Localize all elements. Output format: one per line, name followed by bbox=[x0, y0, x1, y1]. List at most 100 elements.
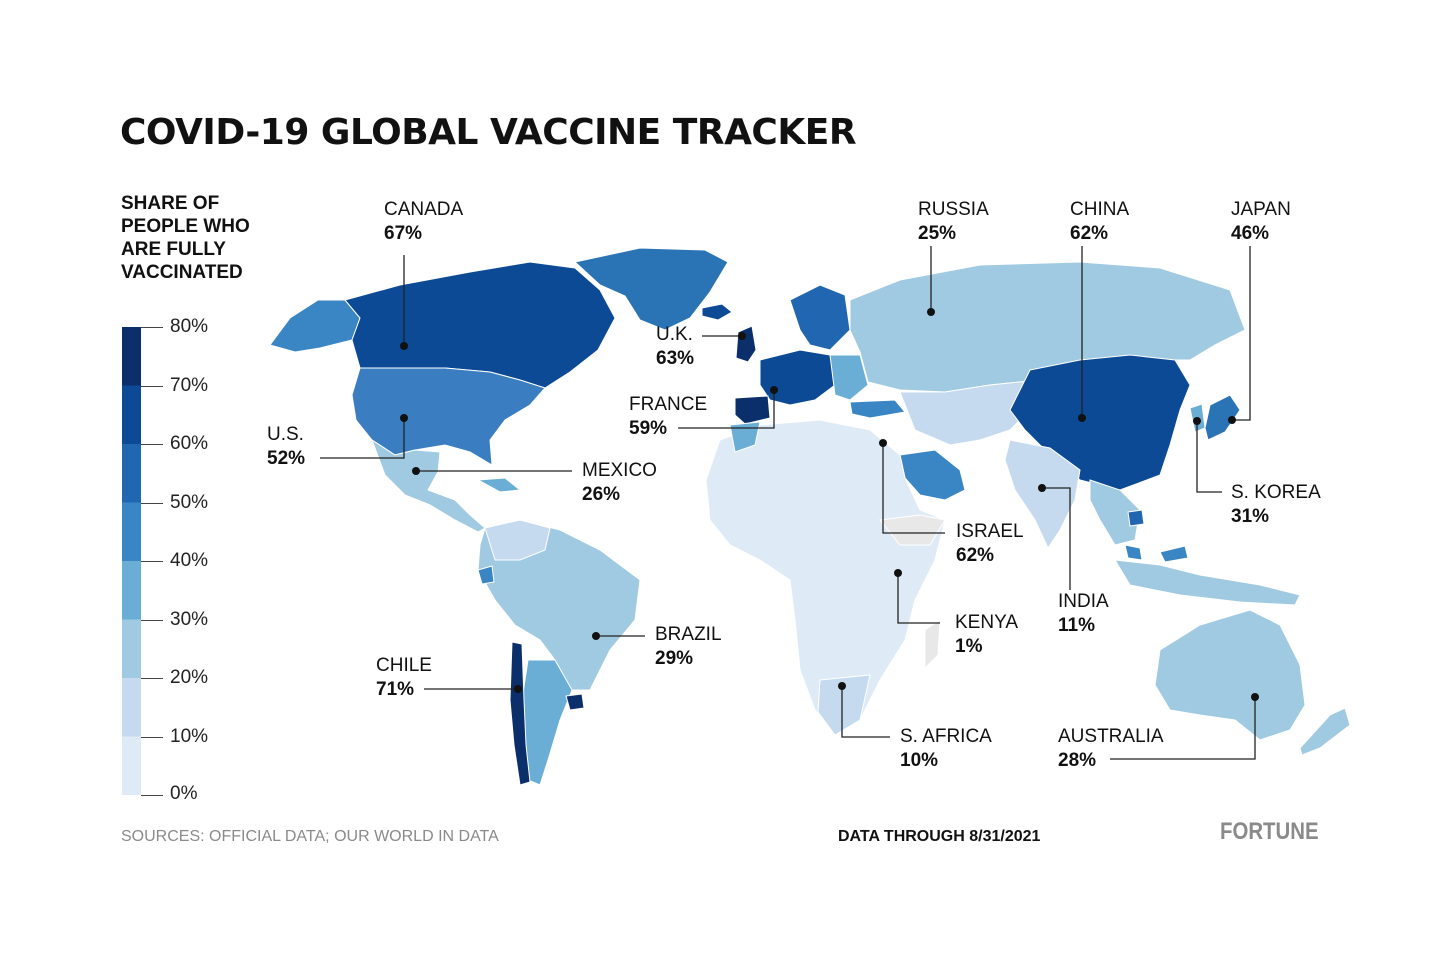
label-value: 1% bbox=[955, 636, 983, 657]
label-value: 25% bbox=[918, 223, 957, 244]
label-value: 46% bbox=[1231, 223, 1270, 244]
label-value: 26% bbox=[582, 484, 621, 505]
israel-dot bbox=[879, 439, 887, 447]
scandinavia-shape bbox=[789, 284, 851, 351]
legend-title-line: SHARE OF bbox=[121, 193, 220, 214]
label-name: RUSSIA bbox=[918, 199, 989, 220]
legend-tick-label: 70% bbox=[170, 375, 209, 396]
label-skorea: S. KOREA 31% bbox=[1231, 481, 1321, 529]
uk-shape bbox=[735, 325, 757, 363]
legend-tick bbox=[141, 561, 163, 562]
label-value: 62% bbox=[956, 545, 995, 566]
legend-tick-label: 20% bbox=[170, 667, 209, 688]
argentina-shape bbox=[521, 659, 573, 786]
legend-tick-label: 30% bbox=[170, 609, 209, 630]
label-name: CHINA bbox=[1070, 199, 1130, 220]
brand-logo: FORTUNE bbox=[1220, 818, 1319, 845]
legend-tick bbox=[141, 444, 163, 445]
cambodia-shape bbox=[1127, 509, 1145, 527]
label-safrica: S. AFRICA 10% bbox=[900, 725, 992, 773]
greenland-shape bbox=[573, 247, 729, 331]
label-name: FRANCE bbox=[629, 394, 708, 415]
label-value: 28% bbox=[1058, 750, 1097, 771]
australia-shape bbox=[1154, 609, 1306, 741]
canada-shape bbox=[344, 261, 616, 389]
legend-title: SHARE OF PEOPLE WHO ARE FULLY VACCINATED bbox=[121, 192, 321, 284]
chile-shape bbox=[509, 641, 531, 786]
china-dot bbox=[1078, 414, 1086, 422]
label-value: 63% bbox=[656, 348, 695, 369]
label-name: ISRAEL bbox=[956, 521, 1024, 542]
label-india: INDIA 11% bbox=[1058, 590, 1109, 638]
label-brazil: BRAZIL 29% bbox=[655, 623, 722, 671]
france-dot bbox=[770, 386, 778, 394]
brazil-dot bbox=[592, 632, 600, 640]
label-value: 59% bbox=[629, 418, 668, 439]
europe-west-shape bbox=[759, 349, 836, 406]
label-name: CANADA bbox=[384, 199, 464, 220]
uk-dot bbox=[738, 332, 746, 340]
label-name: S. AFRICA bbox=[900, 726, 992, 747]
new-zealand-shape bbox=[1299, 707, 1351, 756]
legend-swatch-20-30 bbox=[122, 619, 141, 678]
label-name: BRAZIL bbox=[655, 624, 722, 645]
kenya-dot bbox=[894, 569, 902, 577]
legend-tick-label: 10% bbox=[170, 726, 209, 747]
mexico-dot bbox=[412, 467, 420, 475]
madagascar-shape bbox=[924, 619, 941, 670]
label-value: 62% bbox=[1070, 223, 1109, 244]
legend-swatch-0-10 bbox=[122, 736, 141, 795]
label-uk: U.K. 63% bbox=[656, 323, 694, 371]
label-value: 71% bbox=[376, 679, 415, 700]
legend-tick bbox=[141, 737, 163, 738]
uruguay-shape bbox=[565, 693, 585, 711]
japan-dot bbox=[1228, 416, 1236, 424]
morocco-shape bbox=[729, 421, 761, 453]
label-name: INDIA bbox=[1058, 591, 1109, 612]
label-mexico: MEXICO 26% bbox=[582, 459, 657, 507]
japan-leader bbox=[1232, 246, 1251, 421]
japan-shape bbox=[1204, 394, 1241, 441]
africa-shape bbox=[705, 419, 946, 736]
legend-swatch-10-20 bbox=[122, 678, 141, 737]
europe-east-shape bbox=[829, 354, 869, 401]
safrica-leader bbox=[841, 686, 890, 738]
label-value: 31% bbox=[1231, 506, 1270, 527]
australia-dot bbox=[1251, 693, 1259, 701]
label-russia: RUSSIA 25% bbox=[918, 198, 989, 246]
label-name: MEXICO bbox=[582, 460, 657, 481]
legend-tick bbox=[141, 503, 163, 504]
legend-swatch-40-50 bbox=[122, 502, 141, 561]
australia-leader bbox=[1110, 697, 1256, 760]
label-france: FRANCE 59% bbox=[629, 393, 707, 441]
label-name: S. KOREA bbox=[1231, 482, 1321, 503]
label-kenya: KENYA 1% bbox=[955, 611, 1018, 659]
malaysia-shape bbox=[1124, 544, 1189, 563]
label-israel: ISRAEL 62% bbox=[956, 520, 1024, 568]
label-canada: CANADA 67% bbox=[384, 198, 463, 246]
skorea-leader bbox=[1196, 421, 1222, 493]
legend-swatch-60-70 bbox=[122, 385, 141, 444]
india-shape bbox=[1004, 439, 1081, 550]
legend-tick bbox=[141, 327, 163, 328]
skorea-dot bbox=[1193, 417, 1201, 425]
legend-tick-label: 60% bbox=[170, 433, 209, 454]
label-name: KENYA bbox=[955, 612, 1019, 633]
label-china: CHINA 62% bbox=[1070, 198, 1129, 246]
iceland-shape bbox=[701, 303, 733, 321]
label-value: 10% bbox=[900, 750, 939, 771]
us-dot bbox=[400, 414, 408, 422]
legend-tick-label: 80% bbox=[170, 316, 209, 337]
legend-tick bbox=[141, 386, 163, 387]
south-america-north-shape bbox=[477, 519, 641, 691]
legend-title-line: ARE FULLY bbox=[121, 239, 226, 260]
israel-leader bbox=[882, 443, 945, 534]
us-leader bbox=[320, 418, 405, 459]
india-dot bbox=[1038, 484, 1046, 492]
label-chile: CHILE 71% bbox=[376, 654, 432, 702]
turkey-shape bbox=[849, 399, 906, 419]
legend-tick bbox=[141, 795, 163, 796]
legend-tick-label: 50% bbox=[170, 492, 209, 513]
canada-dot bbox=[400, 342, 408, 350]
